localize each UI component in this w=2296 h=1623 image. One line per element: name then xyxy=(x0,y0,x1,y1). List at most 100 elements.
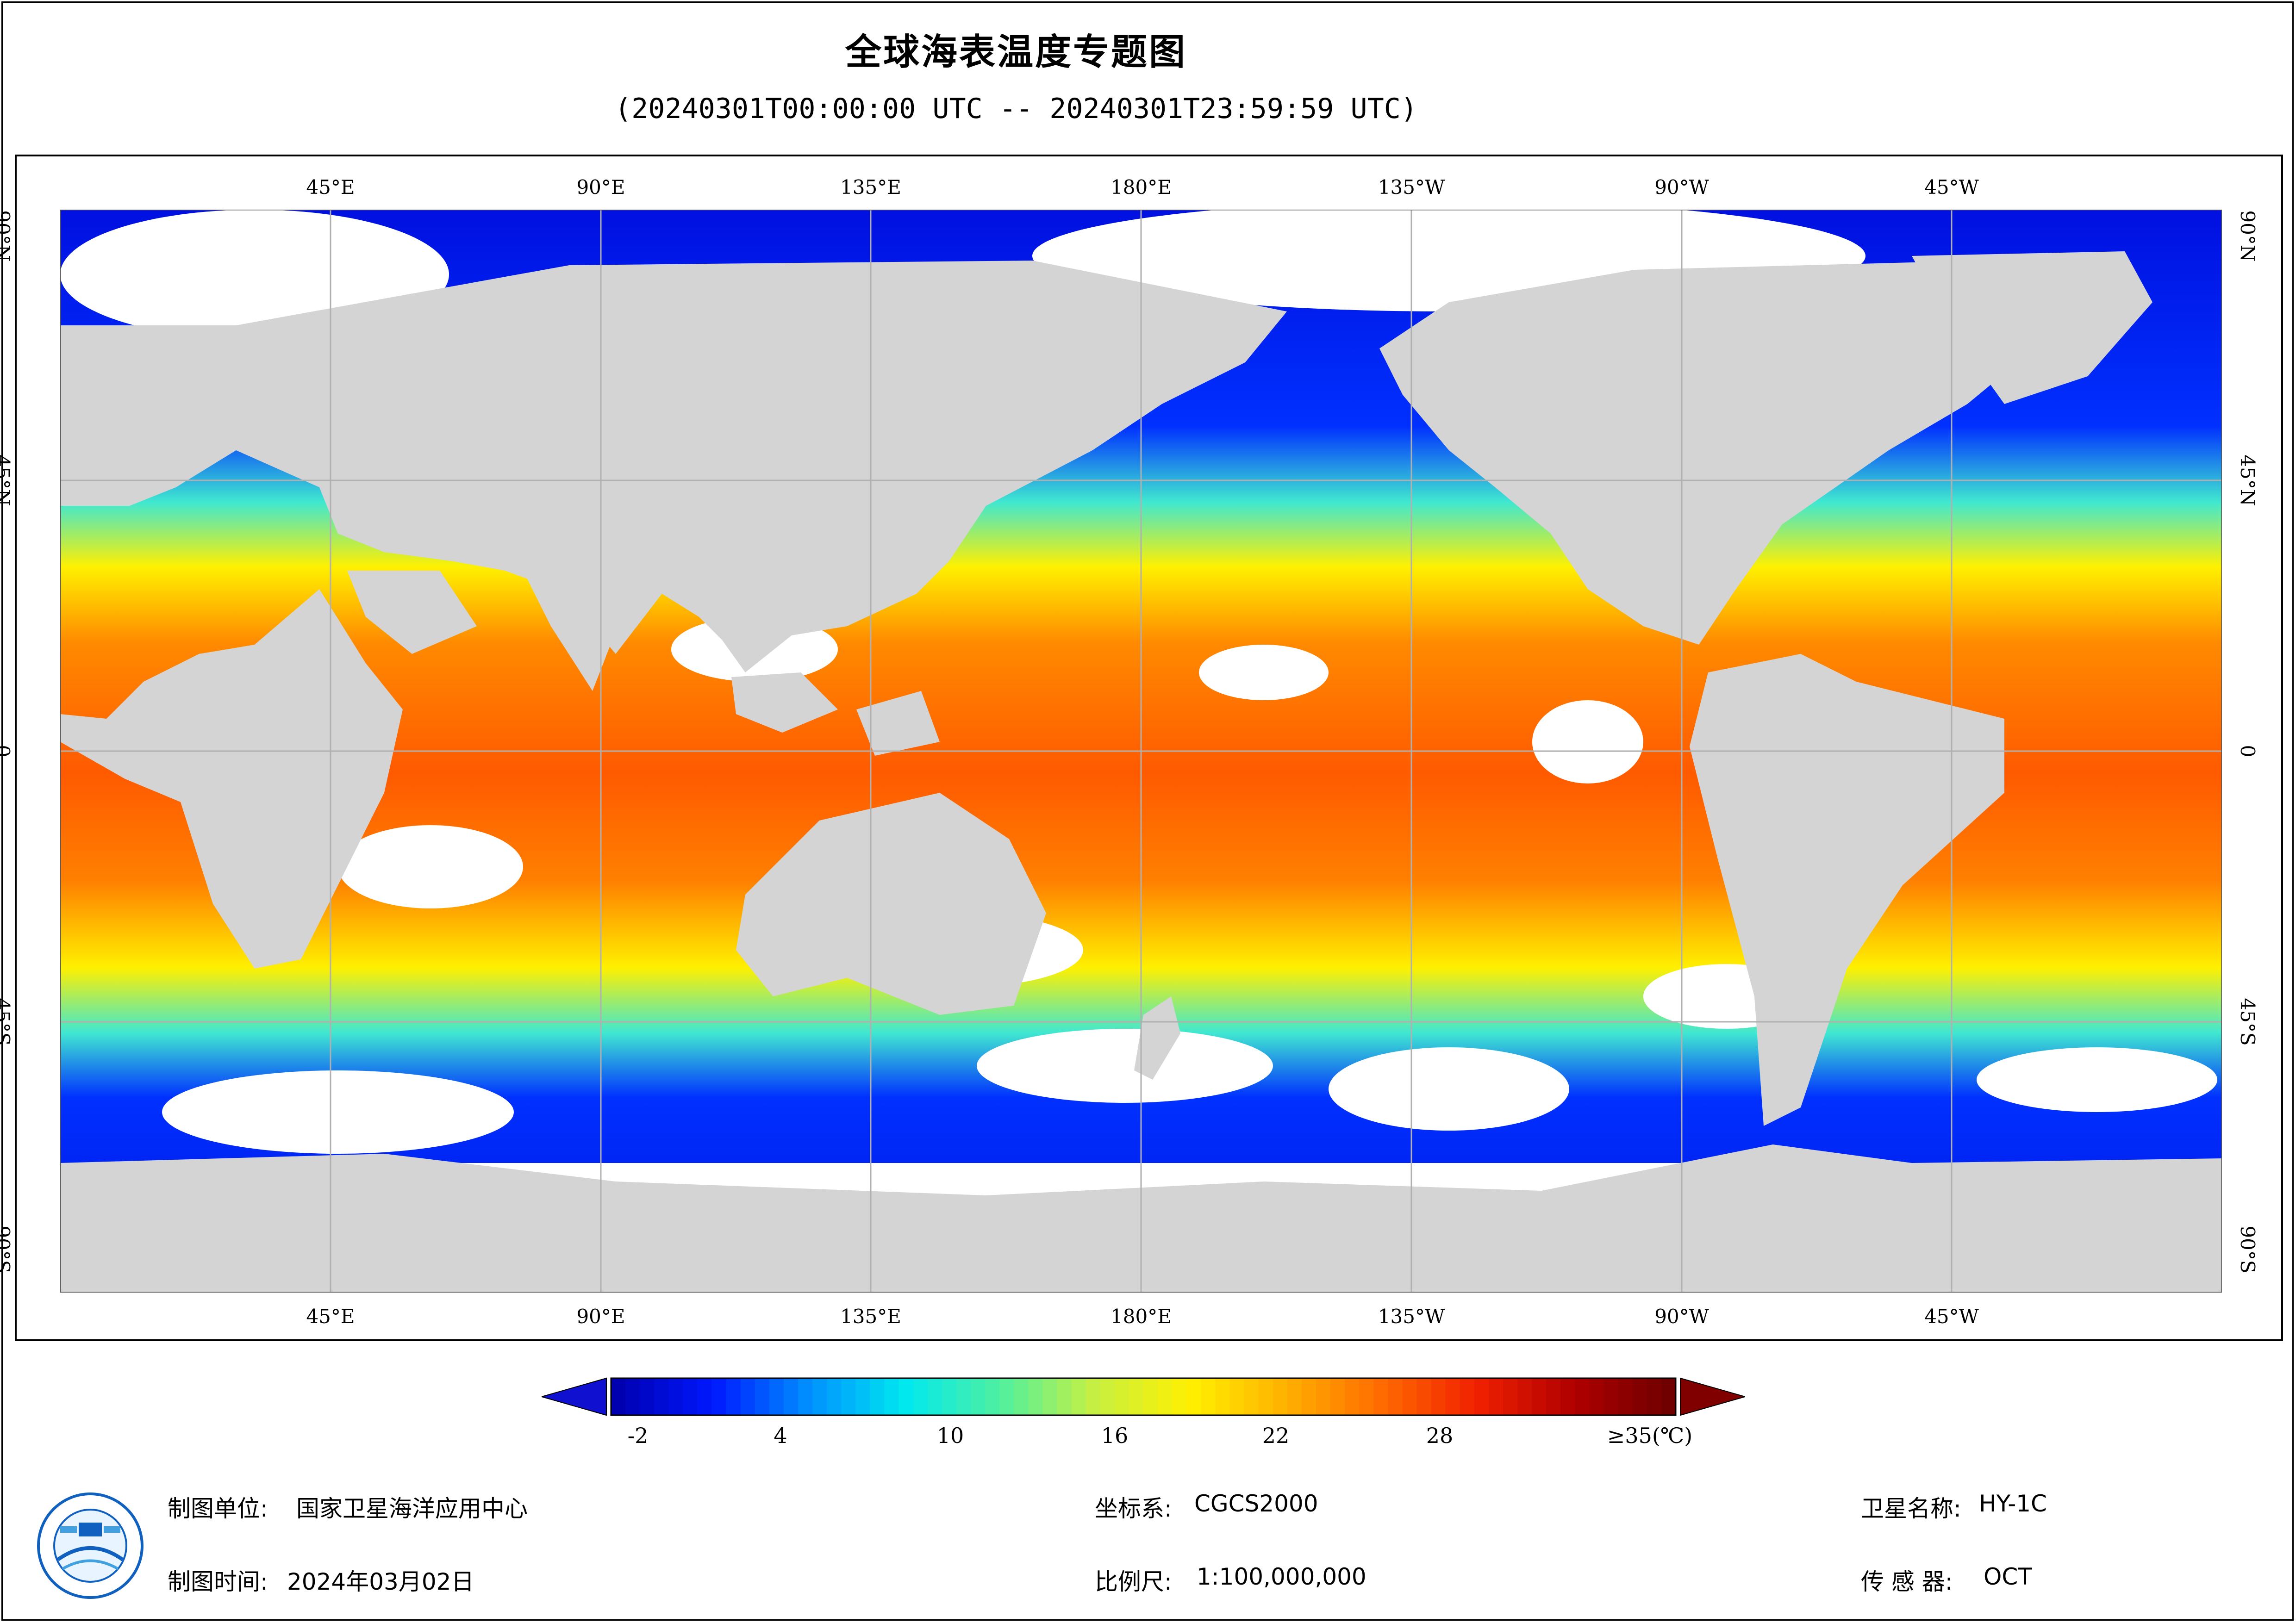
lon-tick-top: 90°W xyxy=(1654,176,1709,199)
lon-tick-bottom: 45°E xyxy=(306,1305,355,1328)
colorbar-cell xyxy=(827,1378,842,1415)
colorbar-cell xyxy=(697,1378,712,1415)
colorbar-label: 28 xyxy=(1426,1423,1454,1448)
colorbar-cell xyxy=(1330,1378,1345,1415)
lat-tick-right: 90°S xyxy=(2236,1225,2259,1274)
colorbar-cell xyxy=(1517,1378,1532,1415)
colorbar-cell xyxy=(1532,1378,1547,1415)
colorbar-cell xyxy=(1201,1378,1216,1415)
colorbar-cell xyxy=(611,1378,626,1415)
graticule xyxy=(60,210,2222,1293)
colorbar-cell xyxy=(1086,1378,1101,1415)
colorbar-cell xyxy=(726,1378,741,1415)
colorbar-cell xyxy=(783,1378,799,1415)
colorbar-cell xyxy=(1416,1378,1432,1415)
colorbar-cell xyxy=(1618,1378,1633,1415)
lon-tick-bottom: 90°W xyxy=(1654,1305,1709,1328)
colorbar-cell xyxy=(841,1378,856,1415)
colorbar-cell xyxy=(640,1378,655,1415)
colorbar-cell xyxy=(1373,1378,1388,1415)
lon-tick-bottom: 90°E xyxy=(576,1305,625,1328)
colorbar-min-arrow xyxy=(542,1377,607,1416)
colorbar-cell xyxy=(1661,1378,1676,1415)
colorbar-cell xyxy=(1460,1378,1475,1415)
lat-tick-right: 45°N xyxy=(2236,454,2259,506)
lat-tick-left: 90°S xyxy=(0,1225,14,1274)
lat-tick-right: 0 xyxy=(2236,745,2259,758)
colorbar-cell xyxy=(1229,1378,1245,1415)
map-title: 全球海表温度专题图 xyxy=(845,31,1187,73)
colorbar-cell xyxy=(1273,1378,1288,1415)
colorbar-cell xyxy=(798,1378,813,1415)
colorbar-cell xyxy=(1589,1378,1604,1415)
lat-tick-left: 90°N xyxy=(0,210,14,262)
colorbar-label: 22 xyxy=(1262,1423,1290,1448)
lat-tick-right: 45°S xyxy=(2236,998,2259,1046)
colorbar-label: 10 xyxy=(936,1423,964,1448)
colorbar-cell xyxy=(1546,1378,1561,1415)
colorbar-cell xyxy=(812,1378,827,1415)
colorbar-cell xyxy=(654,1378,669,1415)
scale-value: 1:100,000,000 xyxy=(1197,1563,1366,1590)
colorbar-cell xyxy=(1028,1378,1043,1415)
unit-label: 制图单位: xyxy=(168,1495,268,1522)
colorbar-cell xyxy=(740,1378,755,1415)
lon-tick-bottom: 135°E xyxy=(840,1305,901,1328)
colorbar-cells xyxy=(610,1377,1677,1416)
lat-tick-left: 0 xyxy=(0,745,14,758)
lon-tick-top: 180°E xyxy=(1111,176,1172,199)
sensor-label: 传 感 器: xyxy=(1861,1568,1953,1595)
colorbar-cell xyxy=(1388,1378,1403,1415)
colorbar-cell xyxy=(1287,1378,1302,1415)
colorbar-cell xyxy=(1632,1378,1647,1415)
colorbar-cell xyxy=(625,1378,640,1415)
coord-label: 坐标系: xyxy=(1095,1495,1172,1522)
national-satellite-ocean-center-logo-icon xyxy=(37,1492,144,1599)
lon-tick-bottom: 135°W xyxy=(1378,1305,1445,1328)
colorbar-cell xyxy=(1186,1378,1201,1415)
coord-value: CGCS2000 xyxy=(1194,1490,1318,1517)
colorbar-cell xyxy=(956,1378,971,1415)
colorbar-max-arrow xyxy=(1680,1377,1745,1416)
lat-tick-left: 45°N xyxy=(0,454,14,506)
lon-tick-bottom: 45°W xyxy=(1924,1305,1979,1328)
colorbar-cell xyxy=(1129,1378,1144,1415)
time-value: 2024年03月02日 xyxy=(287,1568,474,1595)
colorbar-cell xyxy=(1172,1378,1187,1415)
colorbar-cell xyxy=(1445,1378,1460,1415)
colorbar-cell xyxy=(1647,1378,1662,1415)
colorbar-cell xyxy=(1603,1378,1619,1415)
colorbar-cell xyxy=(1575,1378,1590,1415)
time-label: 制图时间: xyxy=(168,1568,268,1595)
colorbar-label: ≥35(℃) xyxy=(1607,1423,1693,1448)
colorbar-cell xyxy=(1071,1378,1086,1415)
colorbar-cell xyxy=(985,1378,1000,1415)
colorbar-cell xyxy=(1431,1378,1446,1415)
colorbar-cell xyxy=(1345,1378,1360,1415)
sensor-value: OCT xyxy=(1984,1563,2032,1590)
colorbar-cell xyxy=(1042,1378,1058,1415)
satellite-value: HY-1C xyxy=(1979,1490,2047,1517)
colorbar-cell xyxy=(1474,1378,1489,1415)
colorbar-cell xyxy=(1503,1378,1518,1415)
colorbar-cell xyxy=(1560,1378,1575,1415)
colorbar-label: 16 xyxy=(1101,1423,1129,1448)
colorbar-cell xyxy=(1143,1378,1158,1415)
lat-tick-right: 90°N xyxy=(2236,210,2259,262)
colorbar-cell xyxy=(683,1378,698,1415)
colorbar-cell xyxy=(999,1378,1014,1415)
lon-tick-top: 45°W xyxy=(1924,176,1979,199)
colorbar-cell xyxy=(1359,1378,1374,1415)
colorbar-cell xyxy=(1488,1378,1504,1415)
colorbar-cell xyxy=(1316,1378,1331,1415)
sst-map[interactable] xyxy=(60,210,2222,1293)
colorbar-cell xyxy=(927,1378,942,1415)
colorbar-cell xyxy=(769,1378,784,1415)
colorbar-cell xyxy=(1402,1378,1417,1415)
colorbar-label: -2 xyxy=(627,1423,649,1448)
lon-tick-bottom: 180°E xyxy=(1111,1305,1172,1328)
colorbar-cell xyxy=(1100,1378,1115,1415)
colorbar-cell xyxy=(855,1378,870,1415)
colorbar-cell xyxy=(668,1378,683,1415)
colorbar-label: 4 xyxy=(774,1423,787,1448)
